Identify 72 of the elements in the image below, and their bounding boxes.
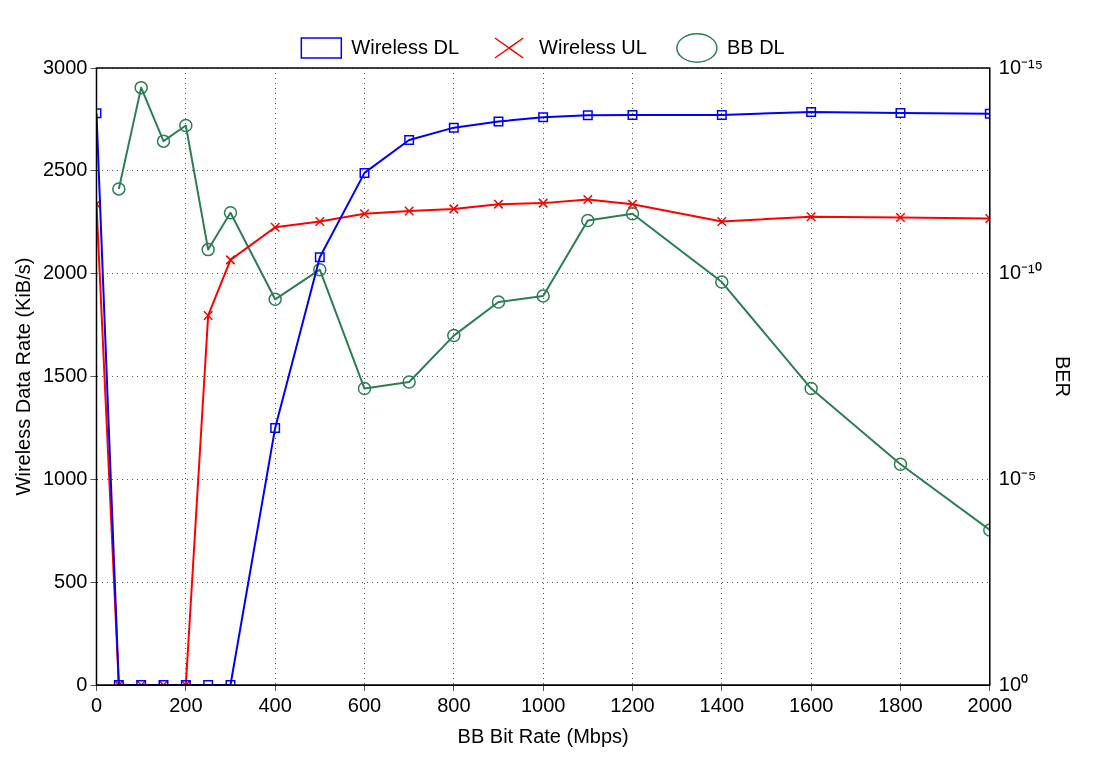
x-tick-label: 1600 — [788, 693, 834, 716]
point — [581, 213, 595, 228]
x-axis-title: BB Bit Rate (Mbps) — [457, 724, 629, 747]
point — [536, 289, 550, 303]
point — [715, 275, 729, 289]
point — [134, 80, 148, 95]
point — [314, 216, 325, 227]
y-tick-label: 1500 — [42, 364, 88, 387]
point — [538, 198, 549, 209]
y-tick-label: 0 — [76, 672, 88, 695]
point — [625, 207, 640, 221]
x-tick-label: 800 — [437, 693, 471, 716]
point — [156, 134, 171, 148]
y2-tick-label: 10⁻¹⁵ — [998, 55, 1044, 78]
point — [313, 262, 327, 277]
point — [448, 203, 459, 214]
y-tick-label: 3000 — [42, 55, 88, 78]
x-tick-label: 2000 — [967, 693, 1013, 716]
point — [357, 381, 372, 396]
y-tick-label: 500 — [54, 569, 88, 592]
point — [179, 118, 193, 133]
point — [895, 212, 906, 223]
point — [314, 252, 325, 263]
point — [895, 108, 906, 119]
y2-tick-label: 10⁻¹⁰ — [998, 261, 1042, 284]
legend-label: BB DL — [726, 35, 785, 58]
point — [201, 242, 215, 257]
point — [627, 109, 638, 120]
x-tick-label: 200 — [169, 693, 203, 716]
y2-axis-title: BER — [1052, 355, 1075, 398]
x-tick-label: 1800 — [878, 693, 923, 716]
point — [359, 167, 370, 178]
legend-label: Wireless DL — [351, 35, 460, 58]
point — [804, 381, 818, 396]
point — [582, 194, 593, 205]
point — [716, 216, 727, 227]
point — [270, 222, 281, 233]
x-tick-label: 600 — [347, 693, 382, 716]
point — [404, 134, 415, 145]
y-tick-label: 1000 — [42, 466, 88, 489]
point — [402, 375, 416, 389]
point — [627, 199, 638, 210]
point — [223, 205, 238, 220]
point — [448, 122, 459, 133]
point — [225, 254, 236, 265]
x-tick-label: 400 — [258, 693, 292, 716]
point — [806, 107, 817, 118]
point — [359, 208, 370, 219]
point — [538, 112, 549, 123]
point — [268, 292, 282, 307]
x-tick-label: 1000 — [520, 693, 566, 716]
point — [491, 295, 506, 309]
point — [893, 457, 908, 472]
point — [404, 205, 415, 216]
y-tick-label: 2000 — [42, 261, 88, 284]
x-tick-label: 0 — [90, 693, 103, 716]
y-axis-title: Wireless Data Rate (KiB/s) — [11, 257, 34, 496]
point — [203, 310, 214, 321]
point — [716, 109, 727, 120]
point — [493, 116, 504, 127]
y-tick-label: 2500 — [42, 158, 88, 181]
x-tick-label: 1400 — [699, 693, 745, 716]
y2-tick-label: 10⁻⁵ — [998, 466, 1037, 489]
y2-tick-label: 10⁰ — [998, 672, 1029, 695]
point — [112, 182, 126, 196]
x-tick-label: 1200 — [610, 693, 655, 716]
point — [806, 211, 817, 222]
point — [447, 328, 461, 343]
point — [270, 422, 281, 433]
point — [493, 199, 504, 210]
legend-label: Wireless UL — [539, 35, 647, 58]
point — [582, 110, 593, 121]
